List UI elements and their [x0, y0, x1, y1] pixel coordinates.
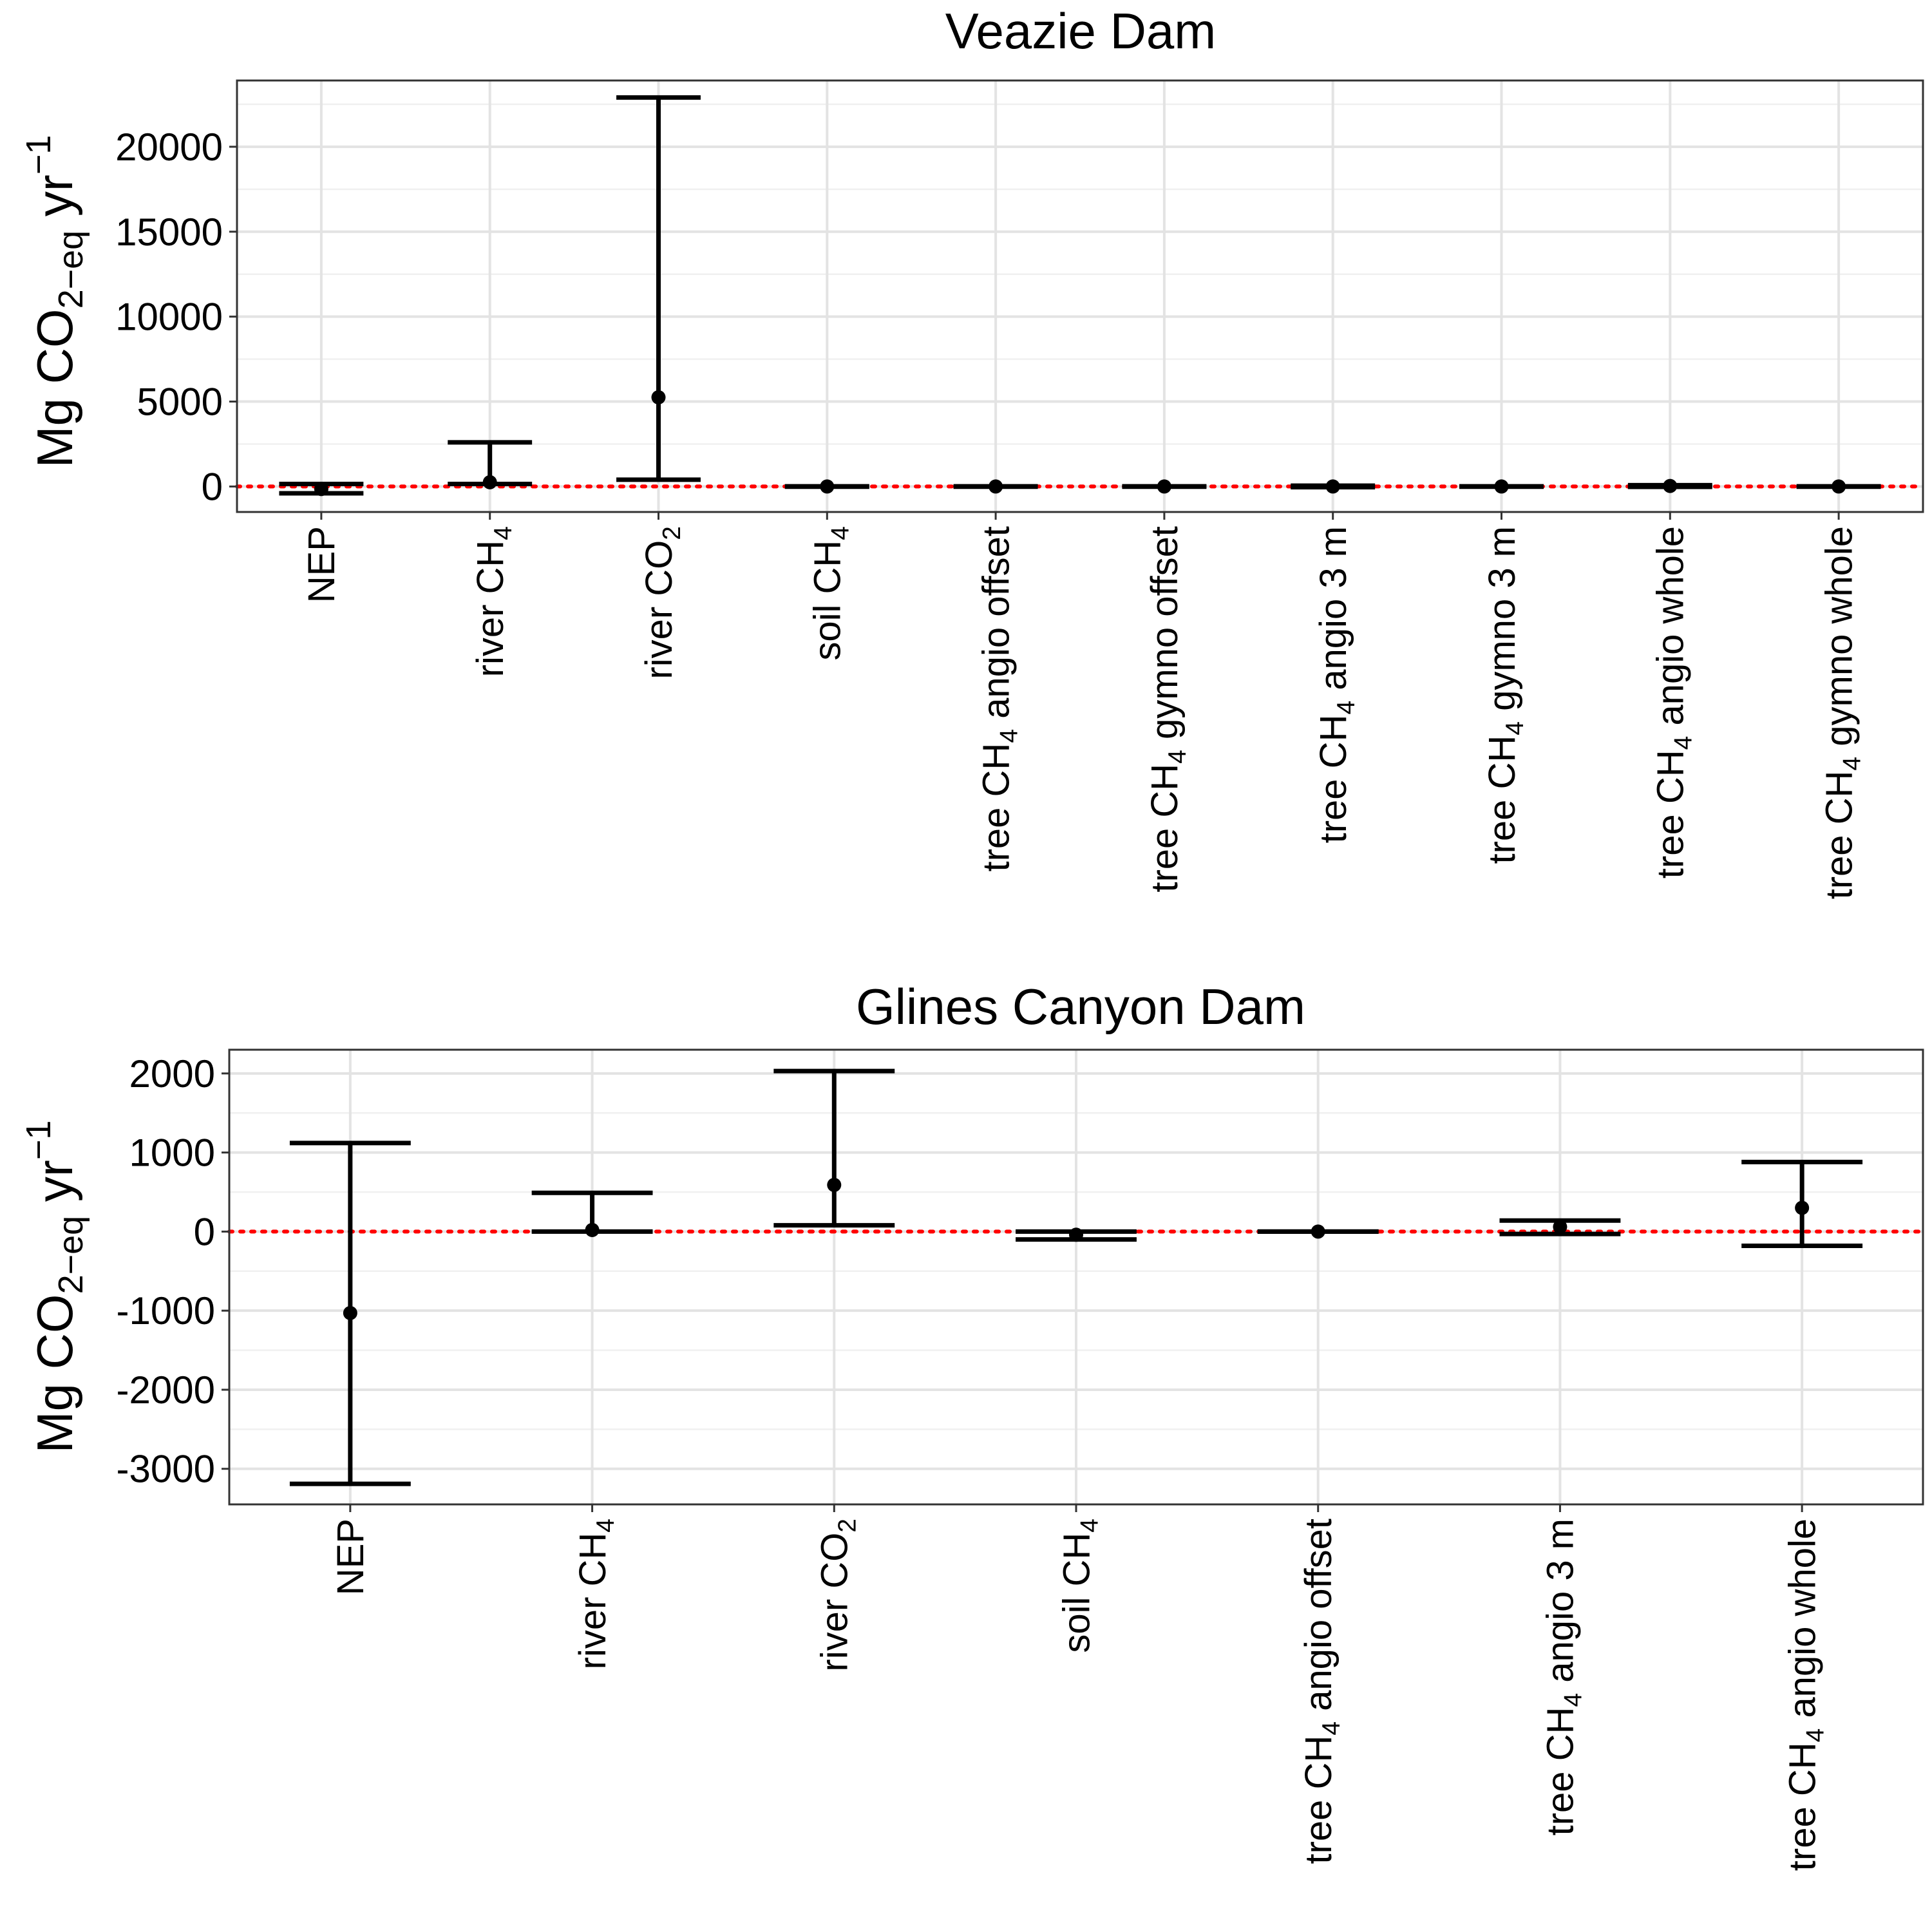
- panel-veazie-dam: Veazie Dam Mg CO2−eq yr−1 0 5000 10000 1500…: [19, 3, 1925, 899]
- data-point: [827, 1177, 842, 1192]
- chart-title: Veazie Dam: [945, 3, 1217, 59]
- x-tick-label: NEP: [330, 1519, 372, 1595]
- data-point: [314, 482, 328, 497]
- svg-text:Mg CO2−eq yr−1: Mg CO2−eq yr−1: [19, 135, 90, 468]
- x-tick-label: tree CH4 angio 3 m: [1312, 526, 1360, 843]
- y-tick-label: -3000: [117, 1448, 215, 1491]
- x-tick-label: tree CH4 angio offset: [1298, 1519, 1345, 1864]
- svg-text:tree CH4 angio whole: tree CH4 angio whole: [1650, 526, 1698, 878]
- data-point: [989, 479, 1003, 494]
- data-point: [1494, 479, 1509, 494]
- y-axis-label: Mg CO2−eq yr−1: [19, 135, 90, 468]
- panel-glines-canyon-dam: Glines Canyon Dam Mg CO2−eq yr−1 -3000 -2…: [19, 978, 1925, 1871]
- data-point: [1795, 1200, 1810, 1215]
- x-tick-label: tree CH4 gymno offset: [1144, 526, 1191, 893]
- x-tick-label: tree CH4 gymno whole: [1818, 526, 1866, 899]
- y-axis-label: Mg CO2−eq yr−1: [19, 1121, 90, 1454]
- data-point: [651, 390, 666, 404]
- x-tick-label: soil CH4: [1056, 1519, 1103, 1653]
- svg-text:tree CH4 angio 3 m: tree CH4 angio 3 m: [1540, 1519, 1587, 1835]
- data-point: [585, 1222, 600, 1237]
- y-tick-label: 0: [194, 1210, 215, 1253]
- x-tick-label: tree CH4 angio offset: [975, 526, 1023, 872]
- y-tick-label: 20000: [115, 126, 223, 169]
- svg-text:tree CH4 gymno 3 m: tree CH4 gymno 3 m: [1481, 526, 1529, 864]
- data-point: [482, 475, 497, 489]
- x-tick-label: tree CH4 gymno 3 m: [1481, 526, 1529, 864]
- plot-border: [236, 79, 1924, 513]
- svg-text:soil CH4: soil CH4: [1056, 1519, 1103, 1653]
- svg-text:tree CH4 angio offset: tree CH4 angio offset: [975, 526, 1023, 872]
- plot-background: [237, 80, 1923, 512]
- svg-text:NEP: NEP: [301, 526, 343, 603]
- chart-title: Glines Canyon Dam: [856, 978, 1305, 1035]
- x-tick-label: river CH4: [572, 1519, 620, 1669]
- error-bar: [616, 95, 701, 482]
- x-tick-label: NEP: [301, 526, 343, 603]
- data-point: [1663, 478, 1678, 493]
- y-tick-label: 1000: [129, 1132, 215, 1175]
- y-tick-label: 5000: [137, 381, 223, 424]
- svg-text:river CO2: river CO2: [814, 1519, 862, 1672]
- x-tick-label: tree CH4 angio 3 m: [1540, 1519, 1587, 1835]
- data-point: [1325, 479, 1340, 494]
- x-tick-label: soil CH4: [807, 526, 855, 661]
- data-point: [1832, 479, 1846, 494]
- y-tick-label: 15000: [115, 211, 223, 254]
- data-point: [820, 479, 835, 494]
- svg-text:NEP: NEP: [330, 1519, 372, 1595]
- y-tick-label: 2000: [129, 1052, 215, 1095]
- svg-text:tree CH4 angio offset: tree CH4 angio offset: [1298, 1519, 1345, 1864]
- svg-text:Mg CO2−eq yr−1: Mg CO2−eq yr−1: [19, 1121, 90, 1454]
- svg-text:tree CH4 gymno offset: tree CH4 gymno offset: [1144, 526, 1191, 893]
- svg-text:tree CH4 angio 3 m: tree CH4 angio 3 m: [1312, 526, 1360, 843]
- data-point: [343, 1305, 357, 1320]
- y-tick-label: -2000: [117, 1368, 215, 1412]
- svg-text:river CH4: river CH4: [572, 1519, 620, 1669]
- y-tick-label: 0: [202, 465, 223, 508]
- data-point: [1553, 1220, 1567, 1235]
- svg-text:tree CH4 angio whole: tree CH4 angio whole: [1781, 1519, 1829, 1871]
- x-tick-label: tree CH4 angio whole: [1650, 526, 1698, 878]
- svg-text:soil CH4: soil CH4: [807, 526, 855, 661]
- data-point: [1157, 479, 1171, 494]
- y-tick-label: 10000: [115, 296, 223, 339]
- x-tick-label: river CO2: [814, 1519, 862, 1672]
- error-bar: [773, 1068, 895, 1228]
- x-tick-label: tree CH4 angio whole: [1781, 1519, 1829, 1871]
- data-point: [1069, 1227, 1083, 1242]
- data-point: [1311, 1224, 1325, 1239]
- x-tick-label: river CO2: [638, 526, 686, 679]
- svg-text:river CO2: river CO2: [638, 526, 686, 679]
- x-tick-label: river CH4: [469, 526, 517, 677]
- y-tick-label: -1000: [117, 1289, 215, 1332]
- svg-text:river CH4: river CH4: [469, 526, 517, 677]
- svg-text:tree CH4 gymno whole: tree CH4 gymno whole: [1818, 526, 1866, 899]
